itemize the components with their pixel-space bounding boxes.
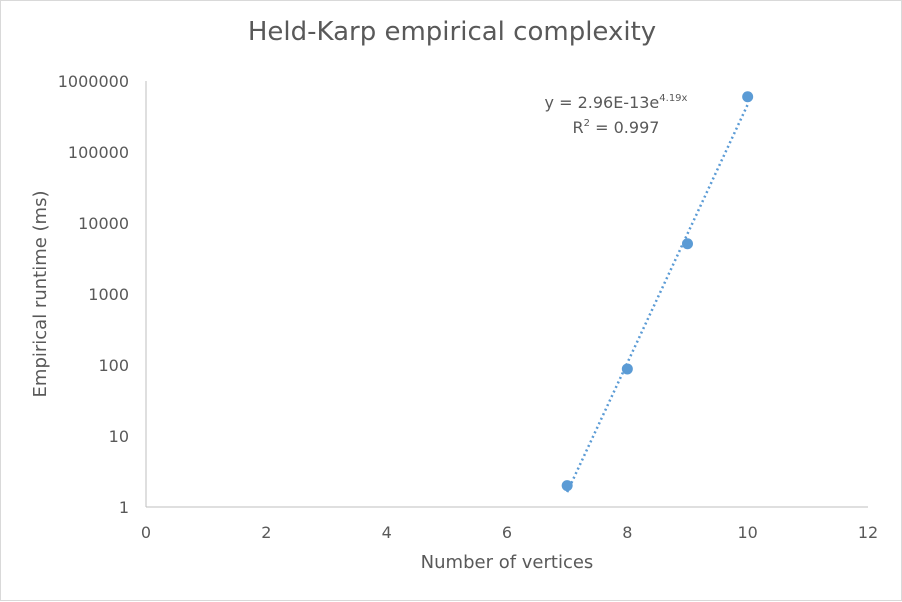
axes (145, 81, 868, 508)
y-tick-label: 10 (109, 427, 129, 446)
data-point (621, 363, 633, 375)
y-tick-label: 1 (119, 498, 129, 517)
trendline-equation: y = 2.96E-13e4.19x (545, 93, 688, 112)
trendline-layer (566, 104, 749, 493)
x-tick-label: 6 (502, 523, 512, 542)
x-tick-label: 12 (858, 523, 878, 542)
trendline-r-squared: R2 = 0.997 (573, 118, 660, 137)
trendline (566, 104, 749, 493)
data-point (742, 91, 754, 103)
r2-value: = 0.997 (590, 118, 659, 137)
r2-base: R (573, 118, 584, 137)
y-tick-label: 100000 (68, 143, 129, 162)
chart-title: Held-Karp empirical complexity (247, 17, 657, 47)
y-tick-label: 100 (98, 356, 129, 375)
r2-exponent: 2 (584, 118, 590, 129)
equation-base: y = 2.96E-13e (545, 93, 660, 112)
data-points (561, 91, 754, 492)
x-tick-label: 8 (622, 523, 632, 542)
y-axis-title: Empirical runtime (ms) (30, 191, 51, 398)
y-tick-label: 10000 (78, 214, 129, 233)
x-tick-label: 10 (737, 523, 757, 542)
equation-exponent: 4.19x (659, 93, 687, 104)
x-tick-label: 4 (382, 523, 392, 542)
data-point (561, 480, 573, 492)
x-tick-label: 2 (261, 523, 271, 542)
x-tick-label: 0 (141, 523, 151, 542)
y-tick-label: 1000000 (58, 72, 129, 91)
x-axis-title: Number of vertices (421, 552, 594, 573)
data-point (682, 238, 693, 250)
tick-labels: 0 2 4 6 8 10 12 1 10 100 1000 10000 100000 1000000 (58, 72, 878, 542)
y-tick-label: 1000 (88, 285, 129, 304)
